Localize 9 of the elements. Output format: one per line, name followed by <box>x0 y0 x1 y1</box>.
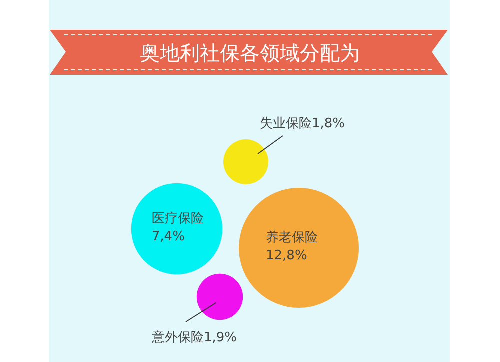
category-label: 失业保险 <box>260 116 312 132</box>
text: 奥地利社保各领域分配为 <box>140 41 360 66</box>
category-label: 医疗保险 <box>152 211 204 226</box>
data-label: 7,4% <box>152 229 185 244</box>
data-label: 1,9% <box>204 330 238 346</box>
category-label: 意外保险 <box>151 330 204 346</box>
data-label: 1,8% <box>312 116 346 132</box>
data-label: 12,8% <box>266 248 308 264</box>
category-label: 养老保险 <box>266 229 318 246</box>
